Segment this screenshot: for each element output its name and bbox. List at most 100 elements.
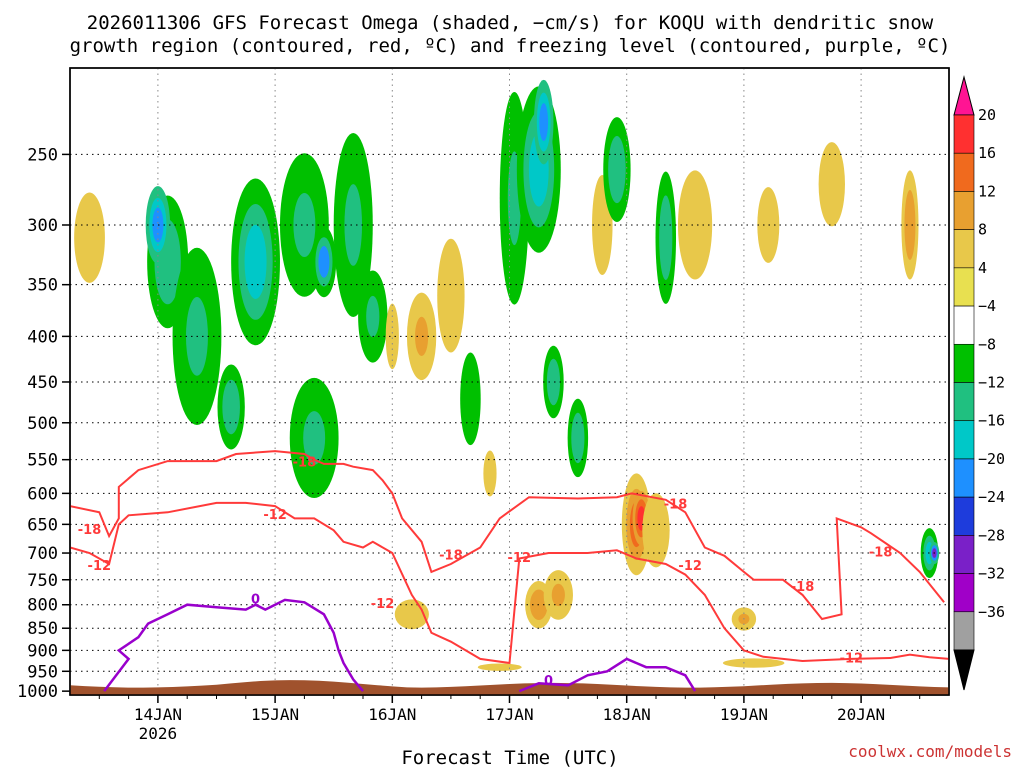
- colorbar-segment-1: [953, 152, 975, 192]
- omega-shading: [74, 79, 940, 671]
- chart-title-line1: 2026011306 GFS Forecast Omega (shaded, −…: [87, 12, 934, 34]
- omega-blob-25-2: [608, 135, 626, 204]
- dgz-contour--12: [70, 501, 949, 665]
- omega-blob-14-2: [442, 259, 460, 332]
- y-tick-label-300: 300: [27, 216, 58, 236]
- y-tick-label-900: 900: [27, 641, 58, 661]
- dgz-label-3: -12: [263, 508, 287, 523]
- colorbar-segment-6: [953, 343, 975, 383]
- y-tick-label-650: 650: [27, 515, 58, 535]
- y-tick-label-800: 800: [27, 596, 58, 616]
- freezing-label-0: 0: [251, 592, 260, 607]
- colorbar: 20 16 12 8 4 −4 −8 −12 −16 −20 −24 −28 −32 −36: [953, 75, 1005, 691]
- x-tick-label-6: 20JAN: [837, 705, 885, 724]
- omega-blob-0-2: [74, 192, 105, 283]
- omega-blob-7-2: [318, 246, 330, 278]
- colorbar-segment-7: [953, 382, 975, 422]
- omega-blob-20-2: [546, 358, 561, 406]
- colorbar-label-12: −32: [978, 565, 1005, 583]
- omega-blob-19-2: [539, 103, 549, 142]
- omega-blob-4-2: [222, 379, 240, 435]
- x-tick-label-5: 19JAN: [720, 705, 768, 724]
- omega-blob-22-2: [551, 583, 565, 607]
- freezing-level-contour: 00: [103, 592, 697, 693]
- freezing-label-1: 0: [544, 674, 553, 689]
- x-tick-sublabel-0: 2026: [139, 724, 178, 743]
- colorbar-segment-10: [953, 496, 975, 536]
- y-tick-label-950: 950: [27, 662, 58, 682]
- colorbar-label-13: −36: [978, 603, 1005, 621]
- omega-blob-5-2: [244, 224, 267, 299]
- y-tick-label-1000: 1000: [17, 682, 58, 702]
- dgz-label-4: -12: [371, 597, 395, 612]
- y-tick-label-450: 450: [27, 373, 58, 393]
- omega-blob-10-2: [366, 295, 380, 338]
- freezing-level-line-0: [103, 598, 364, 692]
- x-tick-label-3: 17JAN: [485, 705, 533, 724]
- dgz-label-0: -18: [78, 523, 102, 538]
- colorbar-label-5: −4: [978, 297, 996, 315]
- freezing-level-line-1: [518, 657, 697, 693]
- colorbar-label-8: −16: [978, 412, 1005, 430]
- colorbar-label-1: 16: [978, 144, 996, 162]
- dgz-contour--18: [70, 450, 945, 621]
- colorbar-label-9: −20: [978, 450, 1005, 468]
- colorbar-segment-9: [953, 458, 975, 498]
- colorbar-label-11: −28: [978, 526, 1005, 544]
- colorbar-segment-11: [953, 535, 975, 574]
- chart-title-line2: growth region (contoured, red, ºC) and f…: [70, 35, 951, 57]
- omega-blob-34-2: [904, 190, 916, 260]
- colorbar-segment-5: [953, 305, 975, 345]
- y-tick-label-600: 600: [27, 484, 58, 504]
- colorbar-bottom-arrow: [953, 649, 975, 691]
- omega-blob-38-2: [477, 663, 522, 671]
- omega-blob-28-2: [647, 506, 665, 555]
- y-tick-label-750: 750: [27, 571, 58, 591]
- colorbar-label-0: 20: [978, 106, 996, 124]
- colorbar-segment-12: [953, 573, 975, 613]
- dgz-label-6: -12: [508, 551, 532, 566]
- dgz-label-7: -18: [664, 497, 688, 512]
- dgz-contours: -18 -12 -18 -12 -12 -18 -12 -18 -12 -18 -18 -12: [70, 450, 949, 666]
- omega-blob-32-2: [757, 187, 780, 263]
- omega-blob-15-2: [463, 369, 478, 429]
- colorbar-segment-3: [953, 229, 975, 269]
- omega-blob-2-2: [152, 207, 164, 243]
- omega-blob-37-2: [722, 658, 785, 668]
- colorbar-label-4: 4: [978, 259, 987, 277]
- y-tick-label-250: 250: [27, 145, 58, 165]
- x-tick-label-0: 14JAN: [134, 705, 182, 724]
- y-tick-label-500: 500: [27, 414, 58, 434]
- colorbar-segment-8: [953, 420, 975, 460]
- colorbar-label-10: −24: [978, 488, 1005, 506]
- credit-text: coolwx.com/models: [848, 742, 1012, 761]
- terrain: [70, 680, 949, 695]
- dgz-label-11: -12: [840, 651, 864, 666]
- omega-blob-12-2: [415, 316, 429, 356]
- y-tick-label-700: 700: [27, 544, 58, 564]
- omega-blob-33-2: [818, 142, 845, 227]
- y-tick-label-350: 350: [27, 276, 58, 296]
- colorbar-label-7: −12: [978, 374, 1005, 392]
- dgz-label-1: -12: [88, 559, 112, 574]
- omega-blob-9-2: [344, 184, 363, 266]
- omega-blob-16-2: [483, 450, 497, 497]
- terrain-fill: [70, 680, 949, 695]
- dgz-label-8: -12: [678, 559, 702, 574]
- omega-blob-6-2: [293, 192, 316, 258]
- omega-blob-23-2: [571, 412, 585, 464]
- colorbar-segment-13: [953, 611, 975, 651]
- x-axis-label: Forecast Time (UTC): [401, 747, 618, 768]
- x-tick-label-2: 16JAN: [368, 705, 416, 724]
- colorbar-top-arrow: [953, 75, 975, 116]
- omega-blob-30-2: [684, 190, 707, 260]
- colorbar-label-2: 12: [978, 182, 996, 200]
- omega-blob-11-2: [385, 303, 399, 370]
- colorbar-segment-0: [953, 114, 975, 154]
- colorbar-label-6: −8: [978, 335, 996, 353]
- colorbar-label-3: 8: [978, 221, 987, 239]
- x-tick-label-4: 18JAN: [603, 705, 651, 724]
